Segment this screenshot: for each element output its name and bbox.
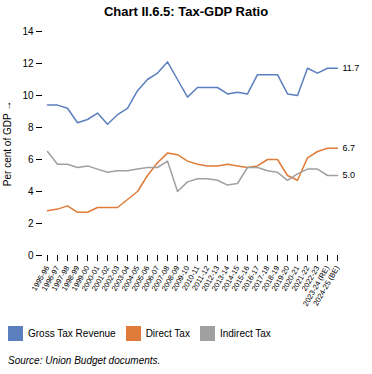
svg-text:2: 2 <box>28 218 34 229</box>
svg-text:8: 8 <box>28 122 34 133</box>
svg-text:2008-09: 2008-09 <box>159 264 182 293</box>
html-text:Chart II.6.5: Tax-GDP Ratio: Chart II.6.5: Tax-GDP Ratio <box>103 4 269 19</box>
svg-text:1997-98: 1997-98 <box>49 264 72 293</box>
svg-text:6.7: 6.7 <box>343 143 356 153</box>
svg-text:2007-08: 2007-08 <box>149 264 172 293</box>
html-text:Source: Union Budget documents: Source: Union Budget documents. <box>8 355 161 366</box>
svg-text:2002-03: 2002-03 <box>99 264 122 293</box>
svg-text:2005-06: 2005-06 <box>129 264 152 293</box>
svg-text:2006-07: 2006-07 <box>139 264 162 293</box>
svg-text:2015-16: 2015-16 <box>229 264 252 293</box>
svg-text:6: 6 <box>28 154 34 165</box>
svg-text:2023-24 (RE): 2023-24 (RE) <box>301 264 332 308</box>
svg-text:1995-96: 1995-96 <box>29 264 52 293</box>
svg-text:2009-10: 2009-10 <box>169 264 192 293</box>
svg-text:1996-97: 1996-97 <box>39 264 62 293</box>
svg-text:12: 12 <box>22 58 34 69</box>
svg-text:10: 10 <box>22 90 34 101</box>
svg-text:2019-20: 2019-20 <box>269 264 292 293</box>
svg-text:2012-13: 2012-13 <box>199 264 222 293</box>
svg-text:2004-05: 2004-05 <box>119 264 142 293</box>
svg-text:2024-25 (BE): 2024-25 (BE) <box>311 264 341 308</box>
svg-text:Per cent of GDP →: Per cent of GDP → <box>2 101 13 186</box>
svg-text:4: 4 <box>28 186 34 197</box>
svg-text:0: 0 <box>28 250 34 261</box>
svg-text:2000-01: 2000-01 <box>79 264 102 293</box>
svg-text:2011-12: 2011-12 <box>190 264 212 293</box>
svg-text:2014-15: 2014-15 <box>219 264 242 293</box>
svg-text:11.7: 11.7 <box>343 63 360 73</box>
svg-text:14: 14 <box>22 26 34 37</box>
svg-text:2003-04: 2003-04 <box>109 264 132 293</box>
svg-text:5.0: 5.0 <box>343 170 356 180</box>
svg-text:1998-99: 1998-99 <box>59 264 82 293</box>
svg-text:2013-14: 2013-14 <box>209 264 232 293</box>
svg-text:2010-11: 2010-11 <box>180 264 202 293</box>
html-text:Indirect Tax: Indirect Tax <box>219 328 271 339</box>
svg-text:2022-23: 2022-23 <box>299 264 322 293</box>
html-text:Gross Tax Revenue: Gross Tax Revenue <box>28 328 116 339</box>
svg-text:2016-17: 2016-17 <box>239 264 262 293</box>
svg-text:1999-00: 1999-00 <box>69 264 92 293</box>
svg-text:2018-19: 2018-19 <box>259 264 282 293</box>
svg-text:2021-22: 2021-22 <box>289 264 312 293</box>
html-text:Direct Tax: Direct Tax <box>145 328 190 339</box>
svg-text:2020-21: 2020-21 <box>279 264 302 293</box>
svg-text:2017-18: 2017-18 <box>249 264 272 293</box>
svg-text:2001-02: 2001-02 <box>89 264 112 293</box>
